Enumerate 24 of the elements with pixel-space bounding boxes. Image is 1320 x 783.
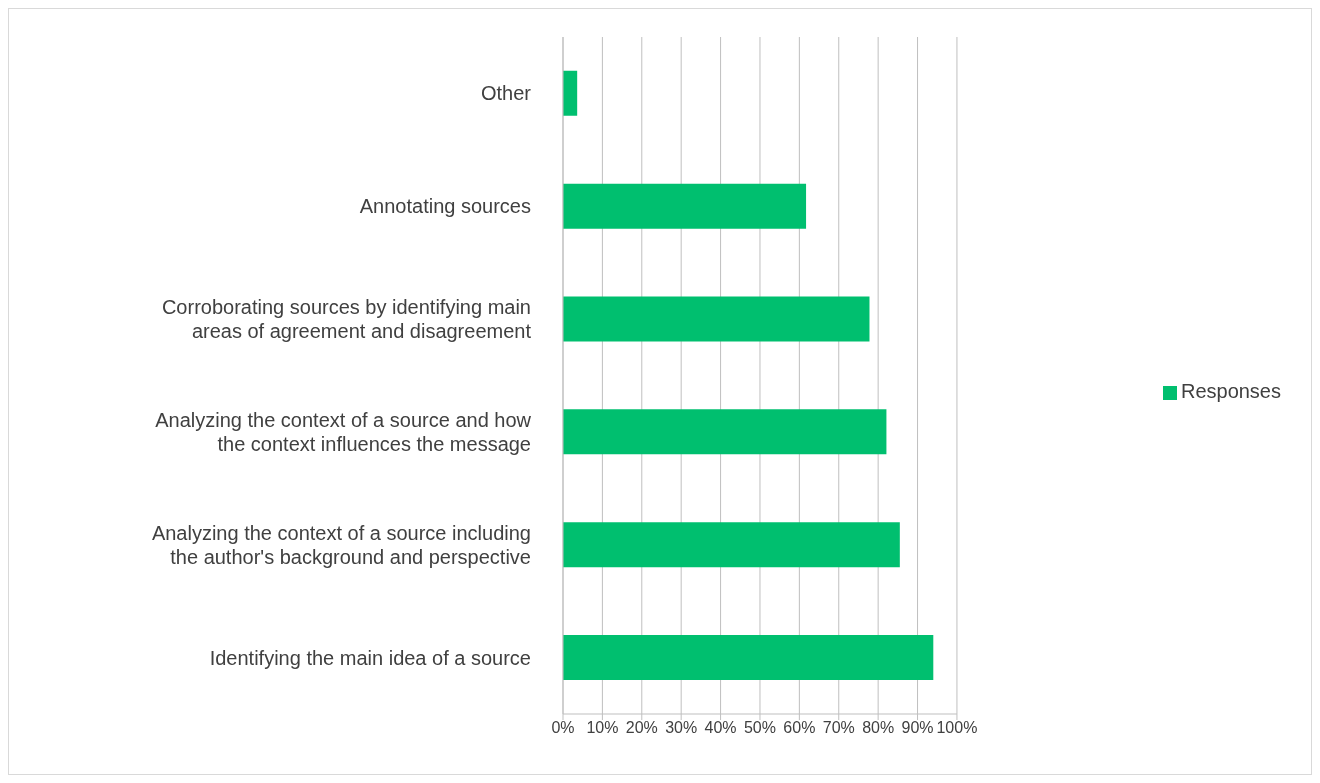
- x-tick-label: 30%: [665, 719, 698, 737]
- y-tick-label: Analyzing the context of a source and how the context influences the message: [155, 408, 532, 455]
- legend-label: Responses: [1180, 380, 1281, 402]
- bar: [563, 183, 807, 229]
- bar: [563, 635, 934, 681]
- bar: [563, 70, 578, 116]
- bar: [563, 296, 870, 342]
- x-tick-label: 10%: [586, 719, 619, 737]
- y-tick-label: Corroborating sources by identifying main areas of agreement and disagreement: [161, 296, 532, 343]
- x-tick-label: 60%: [783, 719, 816, 737]
- x-tick-label: 40%: [704, 719, 737, 737]
- x-tick-label: 50%: [743, 719, 776, 737]
- y-tick-label: Annotating sources: [359, 195, 531, 218]
- y-tick-label: Identifying the main idea of a source: [209, 646, 531, 669]
- x-tick-label: 20%: [625, 719, 658, 737]
- x-tick-label: 100%: [936, 719, 978, 737]
- bar: [563, 522, 900, 568]
- y-tick-label: Analyzing the context of a source including the author's background and perspective: [151, 521, 531, 568]
- bar: [563, 409, 887, 455]
- x-tick-label: 90%: [901, 719, 934, 737]
- x-tick-label: 70%: [822, 719, 855, 737]
- y-tick-label: Other: [480, 82, 532, 105]
- x-tick-label: 80%: [862, 719, 895, 737]
- x-tick-label: 0%: [551, 719, 575, 737]
